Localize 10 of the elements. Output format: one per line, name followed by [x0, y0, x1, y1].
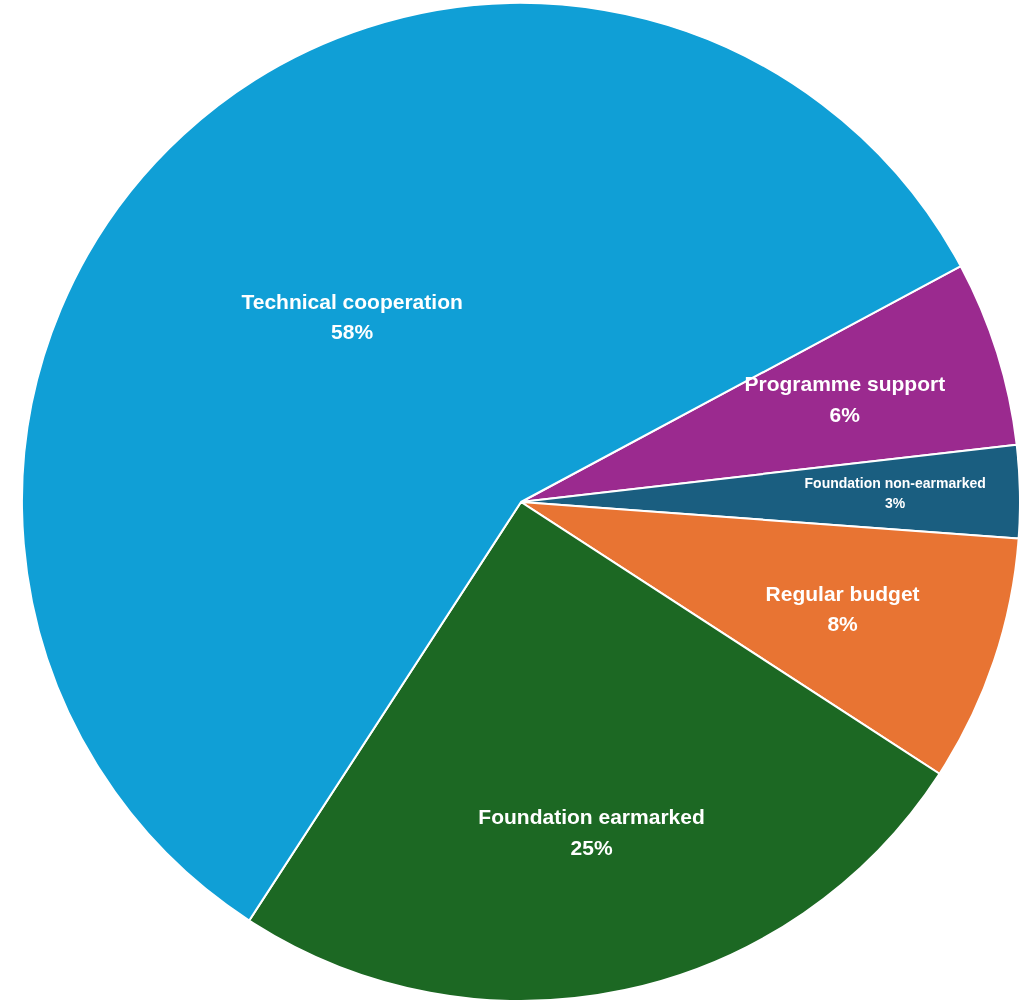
slice-label: Programme support [744, 372, 946, 396]
slice-label: Foundation non-earmarked [804, 474, 986, 491]
data-label: 25% [570, 835, 613, 859]
slice-label: Technical cooperation [241, 289, 463, 313]
data-label: 6% [829, 402, 861, 426]
slice-label: Foundation earmarked [478, 805, 705, 829]
data-label: 3% [885, 495, 906, 512]
data-label: 58% [331, 320, 374, 344]
slice-label: Regular budget [765, 581, 920, 605]
data-label: 8% [827, 612, 859, 636]
